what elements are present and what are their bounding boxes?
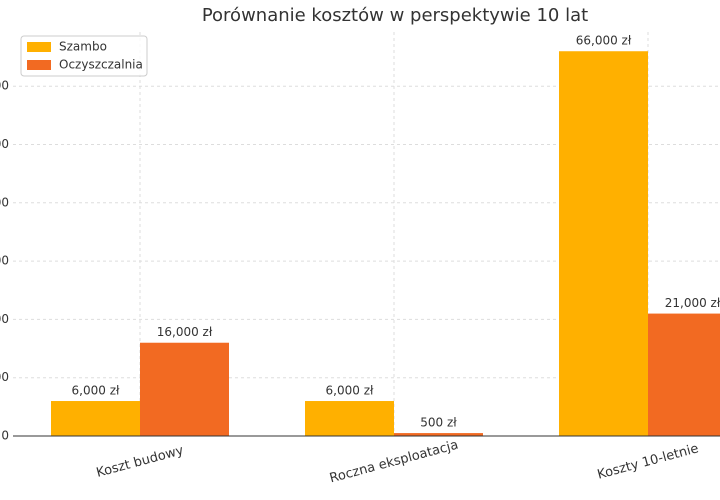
bar xyxy=(559,51,648,436)
value-label: 16,000 zł xyxy=(157,325,213,339)
legend-label: Oczyszczalnia xyxy=(59,58,143,72)
x-tick-label: Roczna eksploatacja xyxy=(328,438,460,487)
y-tick-label: 60000 xyxy=(0,79,9,93)
y-tick-label: 20000 xyxy=(0,312,9,326)
value-label: 500 zł xyxy=(420,416,457,430)
y-tick-label: 10000 xyxy=(0,370,9,384)
legend-label: Szambo xyxy=(59,40,107,54)
y-tick-label: 0 xyxy=(1,429,9,443)
legend-frame xyxy=(20,35,148,77)
value-label: 21,000 zł xyxy=(665,296,720,310)
bar xyxy=(394,433,483,436)
value-label: 6,000 zł xyxy=(72,384,120,398)
bar xyxy=(51,401,140,436)
value-label: 66,000 zł xyxy=(576,34,632,48)
value-label: 6,000 zł xyxy=(326,384,374,398)
legend-swatch xyxy=(27,42,51,52)
y-tick-label: 30000 xyxy=(0,254,9,268)
legend-swatch xyxy=(27,60,51,70)
bar xyxy=(648,313,720,436)
legend: Szambo Oczyszczalnia xyxy=(20,35,148,77)
y-tick-label: 40000 xyxy=(0,195,9,209)
chart-title: Porównanie kosztów w perspektywie 10 lat xyxy=(202,5,588,26)
x-tick-label: Koszt budowy xyxy=(95,443,186,481)
y-tick-label: 50000 xyxy=(0,137,9,151)
bar xyxy=(305,401,394,436)
bar xyxy=(140,342,229,436)
x-tick-label: Koszty 10-letnie xyxy=(596,441,700,482)
